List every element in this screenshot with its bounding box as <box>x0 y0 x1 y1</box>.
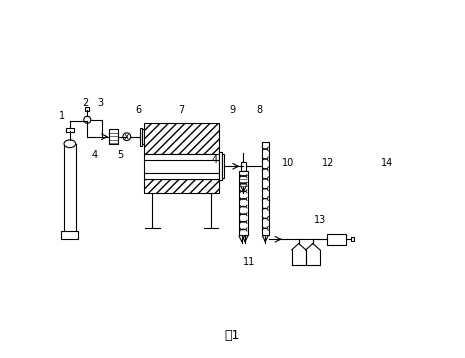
Bar <box>240 170 247 187</box>
Text: 11: 11 <box>243 257 256 267</box>
Ellipse shape <box>64 140 76 147</box>
Circle shape <box>123 133 131 141</box>
Bar <box>61 231 79 239</box>
Bar <box>239 170 248 235</box>
Text: 12: 12 <box>321 158 334 168</box>
Bar <box>219 152 222 180</box>
Text: 4: 4 <box>211 155 217 165</box>
Text: 4: 4 <box>92 150 98 160</box>
Bar <box>222 154 224 178</box>
Bar <box>144 122 219 154</box>
Bar <box>85 107 89 111</box>
Text: 14: 14 <box>381 158 394 168</box>
Text: 3: 3 <box>98 98 104 108</box>
Text: 8: 8 <box>256 105 262 115</box>
Bar <box>142 129 145 145</box>
Bar <box>140 127 142 146</box>
Bar <box>327 234 346 245</box>
Text: 图1: 图1 <box>225 329 240 342</box>
Bar <box>66 127 73 132</box>
Text: 13: 13 <box>314 214 326 224</box>
Bar <box>109 129 118 145</box>
Bar <box>351 237 354 241</box>
Bar <box>144 179 219 193</box>
Text: 10: 10 <box>282 158 294 168</box>
Bar <box>262 142 269 235</box>
Bar <box>64 144 76 232</box>
Bar <box>144 154 219 179</box>
Text: 6: 6 <box>135 105 141 115</box>
Text: 1: 1 <box>59 111 65 121</box>
Circle shape <box>84 116 91 123</box>
Text: 9: 9 <box>229 105 236 115</box>
Bar <box>241 162 246 170</box>
Text: 2: 2 <box>82 98 89 108</box>
Text: 7: 7 <box>178 105 185 115</box>
Text: 5: 5 <box>118 150 124 160</box>
